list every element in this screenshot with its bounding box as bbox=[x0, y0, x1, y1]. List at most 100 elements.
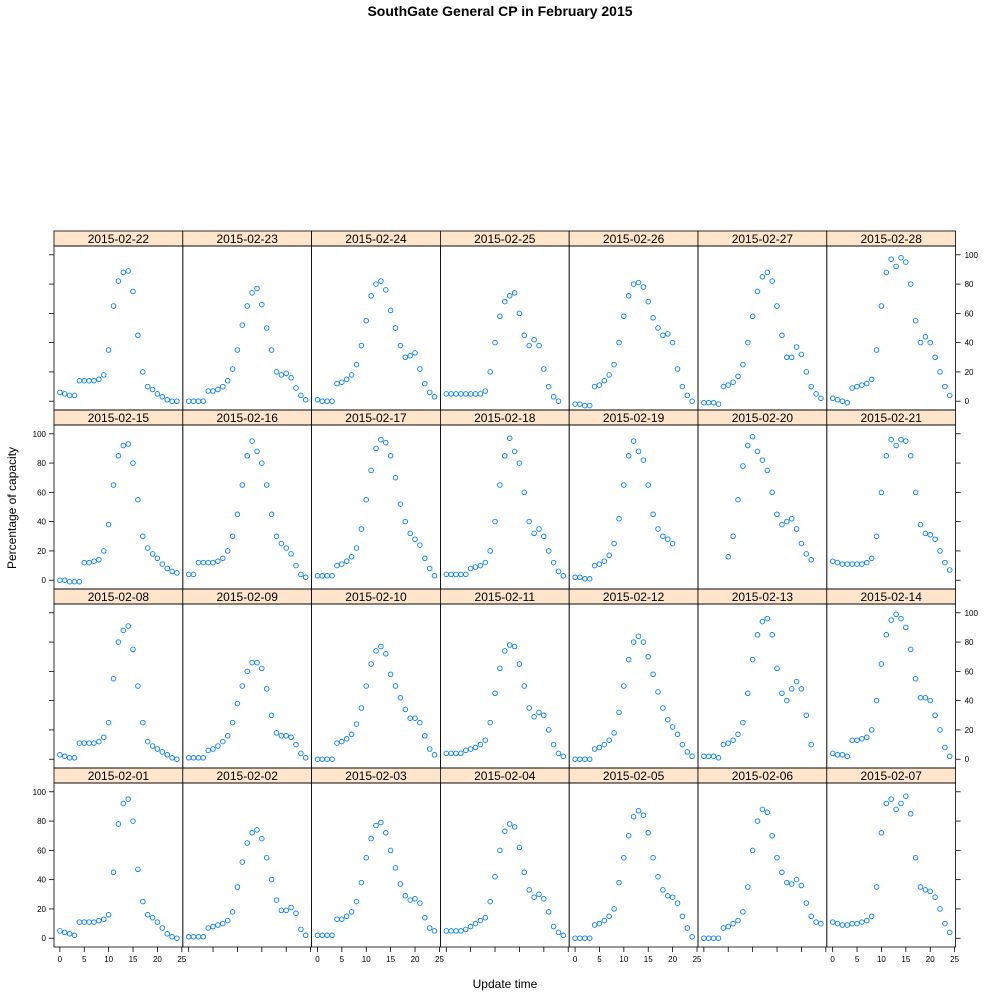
data-point bbox=[635, 633, 642, 639]
data-point bbox=[298, 750, 304, 757]
data-point bbox=[249, 830, 255, 836]
data-point bbox=[57, 389, 63, 396]
data-point bbox=[907, 811, 914, 817]
data-point bbox=[402, 518, 409, 525]
data-point bbox=[601, 741, 608, 748]
data-point bbox=[239, 683, 246, 689]
data-point bbox=[502, 828, 508, 835]
data-point bbox=[665, 536, 671, 542]
data-point bbox=[348, 731, 355, 738]
data-point bbox=[898, 615, 904, 622]
data-point bbox=[898, 800, 904, 807]
data-point bbox=[169, 755, 175, 761]
panel-frame bbox=[311, 424, 441, 590]
data-point bbox=[472, 744, 479, 751]
data-point bbox=[417, 366, 423, 372]
data-point bbox=[426, 925, 433, 931]
data-point bbox=[477, 391, 484, 397]
data-point bbox=[526, 342, 532, 349]
data-point bbox=[829, 750, 836, 757]
data-point bbox=[426, 746, 433, 752]
data-point bbox=[611, 906, 617, 912]
data-point bbox=[387, 847, 394, 854]
data-point bbox=[458, 928, 464, 934]
data-point bbox=[616, 709, 622, 716]
data-point bbox=[215, 386, 221, 393]
data-point bbox=[849, 737, 855, 743]
panel-2015-02-06: 2015-02-06 bbox=[697, 767, 828, 952]
panel-strip-label: 2015-02-13 bbox=[732, 590, 794, 604]
panel-strip-label: 2015-02-05 bbox=[603, 769, 665, 783]
data-point bbox=[907, 646, 914, 653]
data-point bbox=[363, 683, 369, 689]
data-point bbox=[467, 565, 474, 572]
data-point bbox=[516, 661, 523, 667]
panel-frame bbox=[439, 603, 570, 769]
data-point bbox=[541, 533, 547, 540]
data-point bbox=[560, 753, 567, 760]
data-point bbox=[660, 705, 666, 711]
data-point bbox=[278, 733, 285, 739]
data-point bbox=[521, 683, 528, 689]
data-point bbox=[917, 521, 924, 528]
data-point bbox=[946, 567, 953, 573]
y-tick-label: 20 bbox=[965, 726, 974, 735]
data-point bbox=[268, 347, 275, 353]
panel-frame bbox=[311, 603, 441, 769]
data-point bbox=[224, 917, 231, 924]
x-tick-label: 10 bbox=[619, 955, 628, 964]
data-point bbox=[873, 697, 880, 704]
data-point bbox=[293, 910, 299, 917]
data-point bbox=[125, 268, 131, 274]
data-point bbox=[740, 909, 746, 915]
data-point bbox=[487, 548, 493, 554]
data-point bbox=[383, 439, 389, 446]
data-point bbox=[754, 288, 761, 295]
data-point bbox=[353, 898, 360, 905]
data-point bbox=[239, 859, 246, 865]
data-point bbox=[912, 317, 919, 324]
data-point bbox=[788, 515, 795, 522]
data-point bbox=[878, 489, 885, 496]
panel-strip-label: 2015-02-24 bbox=[345, 232, 407, 246]
data-point bbox=[353, 721, 360, 727]
data-point bbox=[550, 923, 557, 930]
data-point bbox=[378, 278, 384, 284]
data-point bbox=[215, 922, 221, 928]
data-point bbox=[407, 353, 413, 359]
data-point bbox=[859, 561, 865, 567]
data-point bbox=[467, 923, 474, 930]
data-point bbox=[319, 932, 326, 939]
data-point bbox=[190, 398, 197, 404]
data-point bbox=[545, 909, 552, 915]
data-point bbox=[66, 755, 73, 761]
data-point bbox=[259, 460, 265, 466]
data-point bbox=[582, 402, 588, 409]
data-point bbox=[541, 712, 547, 719]
panel-strip-label: 2015-02-27 bbox=[732, 232, 794, 246]
data-point bbox=[839, 561, 846, 567]
data-point bbox=[854, 737, 860, 743]
data-point bbox=[497, 847, 503, 854]
data-point bbox=[650, 511, 656, 518]
data-point bbox=[298, 392, 304, 399]
data-point bbox=[288, 551, 294, 557]
data-point bbox=[606, 737, 612, 743]
data-point bbox=[71, 755, 78, 761]
data-point bbox=[621, 683, 627, 689]
data-point bbox=[159, 925, 166, 931]
data-point bbox=[834, 559, 841, 566]
data-point bbox=[463, 391, 469, 397]
data-point bbox=[555, 398, 562, 404]
data-point bbox=[263, 854, 270, 861]
data-point bbox=[946, 392, 953, 399]
x-tick-label: 5 bbox=[82, 955, 87, 964]
data-point bbox=[868, 376, 875, 383]
panel-2015-02-08: 2015-02-08 bbox=[49, 588, 184, 769]
data-point bbox=[788, 686, 795, 692]
data-point bbox=[754, 448, 761, 455]
data-point bbox=[582, 756, 588, 762]
panel-2015-02-01: 2015-02-01 0 5 10 15 20 25 0 20 40 60 80 100 bbox=[33, 767, 187, 964]
data-point bbox=[169, 568, 175, 575]
data-point bbox=[273, 897, 280, 903]
